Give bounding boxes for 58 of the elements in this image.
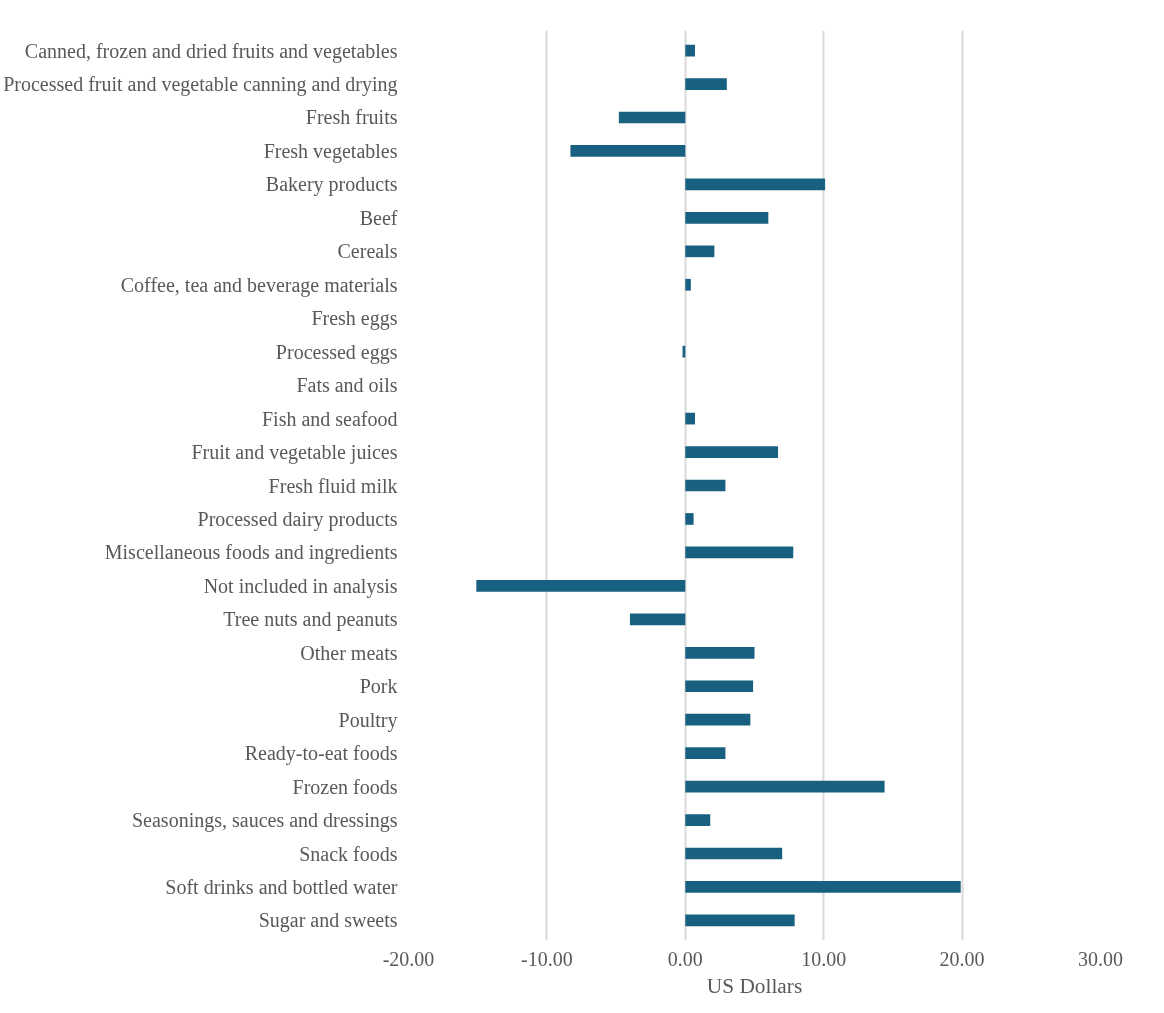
bar (685, 245, 715, 258)
bar (685, 780, 885, 793)
bar (685, 212, 769, 224)
y-tick-label: Fish and seafood (261, 407, 398, 430)
y-tick-label: Frozen foods (292, 775, 398, 798)
x-axis-title: US Dollars (706, 973, 803, 998)
y-tick-label: Not included in analysis (203, 574, 398, 598)
y-tick-label: Bakery products (265, 173, 398, 197)
x-tick-label: 20.00 (939, 947, 985, 970)
y-tick-label: Fresh vegetables (263, 139, 398, 163)
bar (685, 412, 695, 425)
y-tick-label: Fresh fluid milk (268, 474, 398, 497)
y-tick-label: Pork (359, 675, 398, 698)
bar (685, 747, 726, 759)
bar (618, 111, 686, 124)
bar (685, 513, 694, 525)
y-tick-label: Fresh eggs (311, 307, 398, 331)
bar (685, 847, 783, 860)
bar (685, 546, 794, 559)
bar (476, 580, 686, 592)
bar (685, 78, 727, 90)
y-tick-label: Cereals (337, 240, 398, 263)
bar (685, 814, 711, 826)
y-tick-label: Seasonings, sauces and dressings (131, 809, 398, 833)
bar (685, 178, 826, 191)
y-tick-label: Canned, frozen and dried fruits and vegetables (24, 39, 398, 63)
x-tick-label: -20.00 (382, 947, 435, 970)
y-tick-label: Poultry (338, 708, 398, 732)
y-tick-label: Processed fruit and vegetable canning and drying (3, 73, 398, 97)
y-tick-label: Processed dairy products (197, 507, 398, 531)
x-tick-label: -10.00 (521, 947, 573, 970)
x-tick-label: 0.00 (667, 947, 703, 970)
bar (685, 881, 961, 893)
bar (685, 278, 691, 291)
y-tick-label: Fruit and vegetable juices (191, 441, 398, 465)
bar (685, 713, 751, 726)
x-tick-label: 10.00 (801, 947, 847, 970)
bar (629, 613, 686, 626)
bar (685, 446, 779, 458)
y-tick-label: Fresh fruits (305, 106, 398, 129)
y-tick-label: Tree nuts and peanuts (223, 608, 398, 632)
y-tick-label: Miscellaneous foods and ingredients (104, 541, 398, 565)
x-tick-label: 30.00 (1078, 947, 1123, 970)
y-tick-label: Coffee, tea and beverage materials (120, 273, 398, 297)
y-tick-label: Processed eggs (275, 340, 398, 364)
bar (685, 914, 795, 927)
y-tick-label: Ready-to-eat foods (244, 742, 398, 766)
y-tick-label: Soft drinks and bottled water (165, 875, 398, 898)
y-tick-label: Snack foods (299, 842, 398, 865)
bar (685, 646, 755, 659)
bar (685, 44, 695, 57)
y-tick-label: Beef (359, 206, 398, 229)
bar (685, 479, 726, 492)
y-tick-label: Fats and oils (296, 374, 398, 397)
bar (685, 680, 754, 693)
y-tick-label: Sugar and sweets (258, 909, 398, 933)
y-tick-label: Other meats (300, 641, 398, 664)
bar (570, 145, 686, 157)
